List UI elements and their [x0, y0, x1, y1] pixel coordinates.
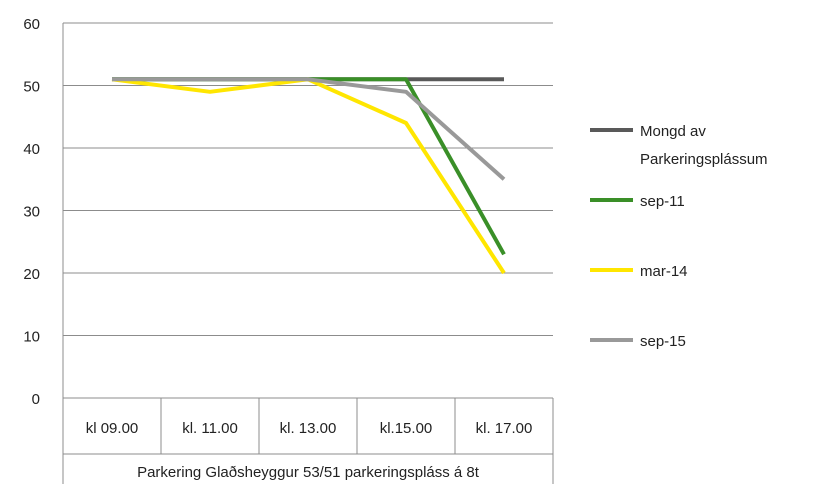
gridlines	[63, 22, 553, 336]
y-tick-label: 0	[32, 391, 40, 408]
series-line-3	[112, 77, 506, 181]
y-tick-label: 60	[23, 16, 40, 33]
legend-label: Parkeringsplássum	[640, 151, 768, 168]
x-tick-label: kl 09.00	[86, 420, 139, 437]
y-tick-label: 20	[23, 266, 40, 283]
x-axis-tick-labels: kl 09.00 kl. 11.00 kl. 13.00 kl.15.00 kl. 17…	[86, 420, 533, 481]
y-tick-label: 30	[23, 204, 40, 221]
y-tick-label: 50	[23, 79, 40, 96]
legend-label: sep-15	[640, 333, 686, 350]
legend-label: mar-14	[640, 263, 688, 280]
axes	[62, 23, 554, 484]
series-lines	[111, 77, 506, 275]
y-tick-label: 10	[23, 329, 40, 346]
legend-label: Mongd av	[640, 123, 706, 140]
category-group-label: Parkering Glaðsheyggur 53/51 parkeringsp…	[137, 464, 480, 481]
series-line-2	[111, 77, 506, 275]
legend: Mongd av Parkeringsplássum sep-11 mar-14 sep…	[590, 123, 768, 350]
x-tick-label: kl. 17.00	[476, 420, 533, 437]
y-axis-tick-labels: 0 10 20 30 40 50 60	[23, 16, 40, 408]
x-tick-label: kl.15.00	[380, 420, 433, 437]
x-tick-label: kl. 11.00	[182, 420, 238, 437]
y-tick-label: 40	[23, 141, 40, 158]
x-tick-label: kl. 13.00	[280, 420, 337, 437]
legend-label: sep-11	[640, 193, 685, 210]
series-line-1	[112, 77, 506, 256]
